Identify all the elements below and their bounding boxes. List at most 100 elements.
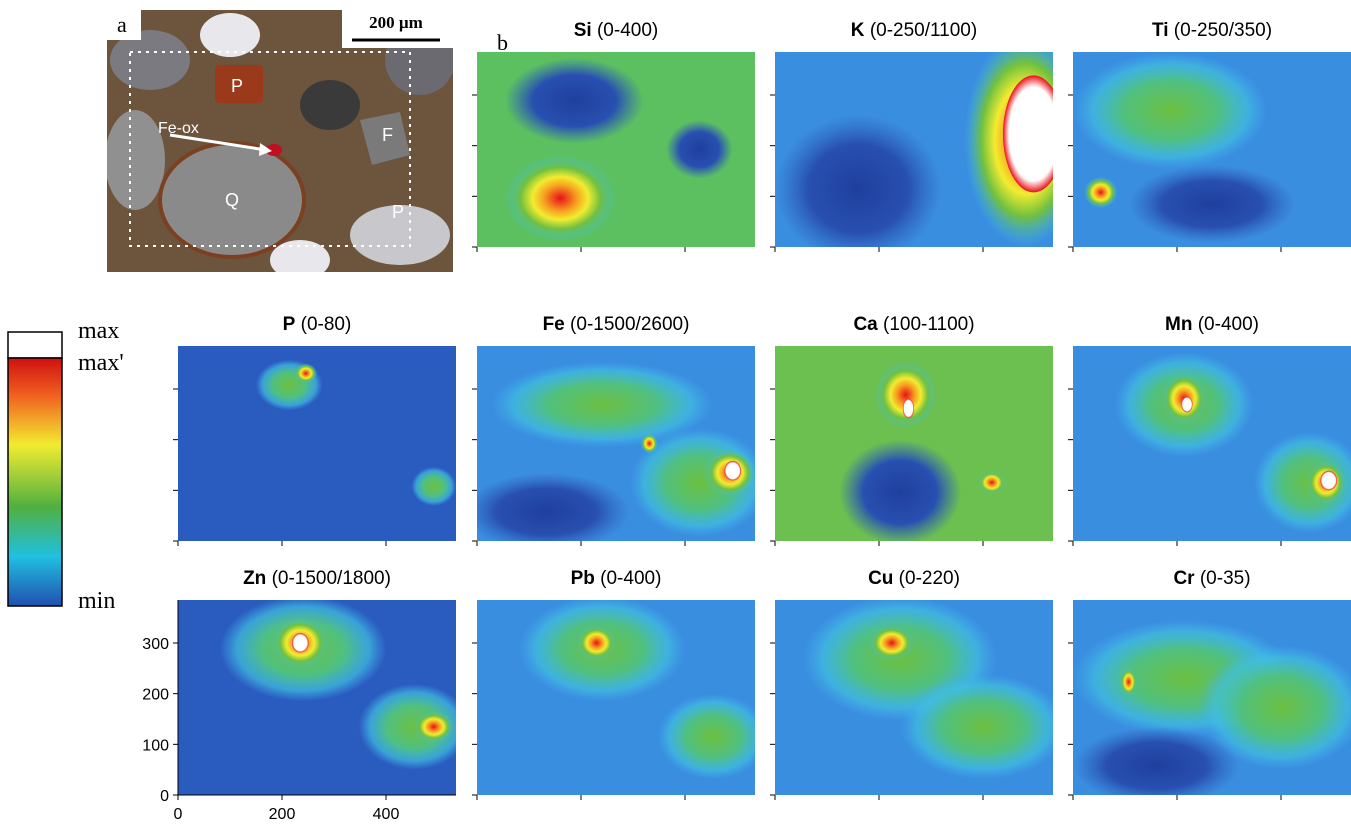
mineral-label: P — [392, 202, 404, 222]
map-blob — [903, 399, 914, 419]
micrograph — [105, 10, 455, 280]
element-range: (0-1500/2600) — [570, 314, 689, 335]
element-map: Fe (0-1500/2600) — [463, 314, 769, 551]
element-range: (0-400) — [600, 568, 661, 589]
map-blob — [658, 694, 769, 780]
element-map: P (0-80) — [173, 314, 456, 546]
x-tick-label: 0 — [174, 806, 183, 823]
map-blob — [875, 362, 936, 428]
y-tick-label: 200 — [142, 687, 169, 704]
element-map: Ca (100-1100) — [770, 314, 1053, 546]
scale-bar-label: 200 µm — [369, 13, 423, 32]
map-blob — [1003, 75, 1064, 192]
map-image — [477, 52, 755, 247]
map-title: Mn (0-400) — [1165, 314, 1259, 335]
colorbar-label: min — [78, 588, 115, 614]
mineral-label: F — [382, 125, 393, 145]
map-image — [775, 33, 1086, 263]
map-image — [178, 596, 470, 795]
element-name: Ti — [1152, 20, 1169, 41]
element-map: Cu (0-220) — [770, 568, 1067, 800]
mineral-label: P — [231, 76, 243, 96]
map-blob — [463, 473, 630, 551]
element-range: (0-1500/1800) — [272, 568, 391, 589]
map-blob — [1120, 668, 1137, 695]
map-title: K (0-250/1100) — [851, 20, 977, 41]
map-image — [178, 346, 456, 541]
element-map: K (0-250/1100) — [770, 20, 1086, 263]
map-blob — [505, 58, 644, 144]
map-title: Pb (0-400) — [571, 568, 662, 589]
map-title: Ti (0-250/350) — [1152, 20, 1272, 41]
element-name: Si — [574, 20, 592, 41]
map-blob — [900, 674, 1067, 779]
map-blob — [978, 471, 1006, 494]
panel-label: b — [497, 30, 508, 55]
map-blob — [295, 364, 317, 384]
element-name: Mn — [1165, 314, 1192, 335]
map-blob — [870, 625, 914, 660]
element-range: (0-220) — [899, 568, 960, 589]
element-map: Mn (0-400) — [1068, 314, 1351, 546]
map-blob — [775, 114, 942, 262]
map-blob — [1181, 397, 1192, 413]
map-blob — [1073, 52, 1268, 169]
element-map: Zn (0-1500/1800) 0 100 200 300 0 200 400 — [142, 568, 470, 823]
map-blob — [414, 711, 453, 742]
map-blob — [724, 461, 741, 481]
element-name: Cu — [868, 568, 893, 589]
map-blob — [1129, 165, 1296, 243]
map-blob — [1073, 727, 1240, 805]
map-blob — [666, 120, 733, 179]
colorbar — [8, 358, 62, 606]
mineral-label: Q — [225, 190, 239, 210]
map-blob — [1320, 471, 1337, 491]
x-tick-label: 400 — [373, 806, 400, 823]
element-range: (0-400) — [1198, 314, 1259, 335]
map-image — [463, 346, 769, 551]
element-range: (0-400) — [597, 20, 658, 41]
figure: a 200 µm P Fe-ox F Q P b max max' min Si… — [0, 0, 1351, 825]
element-map: Ti (0-250/350) — [1068, 20, 1351, 252]
element-name: K — [851, 20, 865, 41]
map-image — [1073, 52, 1351, 247]
element-range: (0-250/350) — [1174, 20, 1272, 41]
map-title: Cu (0-220) — [868, 568, 960, 589]
y-tick-label: 100 — [142, 737, 169, 754]
map-blob — [505, 155, 616, 241]
map-blob — [839, 440, 961, 545]
map-title: Zn (0-1500/1800) — [243, 568, 391, 589]
panel-label: a — [117, 12, 127, 37]
element-name: Pb — [571, 568, 595, 589]
map-title: Si (0-400) — [574, 20, 658, 41]
element-name: Cr — [1173, 568, 1195, 589]
x-tick-label: 200 — [269, 806, 296, 823]
element-map: Cr (0-35) — [1068, 568, 1351, 805]
map-title: Ca (100-1100) — [853, 314, 974, 335]
element-map: Pb (0-400) — [472, 568, 769, 800]
element-range: (0-80) — [301, 314, 352, 335]
map-image — [1073, 600, 1351, 805]
colorbar-label: max' — [78, 350, 124, 376]
map-image — [775, 346, 1053, 545]
element-name: P — [283, 314, 296, 335]
map-blob — [1084, 177, 1117, 208]
element-name: Ca — [853, 314, 878, 335]
element-range: (100-1100) — [883, 314, 975, 335]
map-title: Fe (0-1500/2600) — [543, 314, 690, 335]
map-blob — [292, 633, 309, 653]
y-tick-label: 300 — [142, 636, 169, 653]
map-image — [1073, 346, 1351, 541]
map-title: P (0-80) — [283, 314, 352, 335]
colorbar-max — [8, 332, 62, 358]
element-range: (0-35) — [1200, 568, 1251, 589]
colorbar-label: max — [78, 318, 119, 344]
map-image — [775, 596, 1067, 795]
map-image — [477, 596, 769, 795]
map-blob — [577, 625, 616, 660]
mineral-label: Fe-ox — [158, 120, 199, 137]
element-name: Zn — [243, 568, 266, 589]
map-blob — [412, 467, 456, 506]
y-tick-label: 0 — [160, 788, 169, 805]
element-name: Fe — [543, 314, 565, 335]
